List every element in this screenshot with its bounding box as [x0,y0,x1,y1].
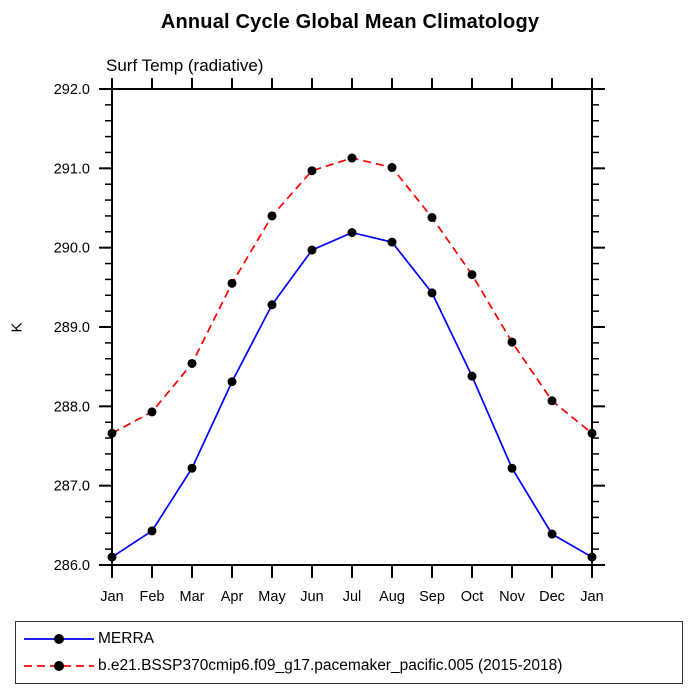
legend: MERRA b.e21.BSSP370cmip6.f09_g17.pacemak… [15,621,683,684]
series-model-marker [347,153,357,163]
series-model-marker [467,270,477,280]
y-axis-major-ticks [99,88,605,566]
series-model-marker [147,407,157,417]
legend-line-sample-solid [24,634,94,644]
legend-label-model: b.e21.BSSP370cmip6.f09_g17.pacemaker_pac… [98,657,563,674]
series-model-marker [307,166,317,176]
x-axis-tick-labels: Jan Feb Mar Apr May Jun Jul Aug Sep Oct Nov Dec Jan [100,589,603,605]
series-model-marker [427,213,437,223]
series-merra-marker [427,288,437,298]
series-merra-marker [307,245,317,255]
y-tick-label: 286.0 [54,558,90,574]
x-tick-label: Sep [419,589,445,605]
x-tick-label: Jan [580,589,603,605]
series-merra-line [111,231,593,558]
x-tick-label: Nov [499,589,526,605]
series-merra-marker [107,552,117,562]
x-tick-label: Mar [180,589,205,605]
x-axis-ticks [111,78,593,578]
series-merra-marker [147,526,157,536]
series-merra-marker [547,529,557,539]
legend-item-model: b.e21.BSSP370cmip6.f09_g17.pacemaker_pac… [16,653,682,680]
series-merra-marker [227,377,237,387]
x-tick-label: Jan [100,589,123,605]
series-model-marker [227,278,237,288]
x-tick-label: Aug [379,589,405,605]
series-model-marker [107,428,117,438]
x-tick-label: Jul [343,589,362,605]
series-merra-marker [187,463,197,473]
chart-title: Annual Cycle Global Mean Climatology [160,11,540,33]
legend-item-merra: MERRA [16,626,682,653]
series-model [107,153,597,438]
y-tick-label: 291.0 [54,161,90,177]
series-model-marker [507,337,517,347]
x-tick-label: Dec [539,589,565,605]
series-model-marker [587,428,597,438]
y-tick-label: 290.0 [54,241,90,257]
series-merra-marker [507,463,517,473]
x-tick-label: Apr [221,589,244,605]
x-tick-label: Oct [461,589,484,605]
series-model-marker [187,358,197,368]
x-tick-label: Feb [140,589,165,605]
legend-label-merra: MERRA [98,630,154,647]
series-model-marker [547,396,557,406]
y-tick-label: 288.0 [54,399,90,415]
series-merra-marker [587,552,597,562]
series-model-line [111,157,593,435]
series-merra-marker [467,371,477,381]
series-merra-marker [347,228,357,238]
chart-subtitle: Surf Temp (radiative) [106,56,264,75]
series-model-marker [267,211,277,221]
series-merra-marker [387,237,397,247]
series-model-marker [387,163,397,173]
series-merra-marker [267,300,277,310]
y-axis-minor-ticks [105,104,599,550]
x-tick-label: May [258,589,286,605]
y-tick-label: 292.0 [54,82,90,98]
legend-line-sample-dashed [24,661,94,671]
y-axis-tick-labels: 286.0 287.0 288.0 289.0 290.0 291.0 292.0 [54,82,90,574]
x-tick-label: Jun [300,589,323,605]
y-tick-label: 287.0 [54,479,90,495]
series-merra [107,228,597,562]
y-tick-label: 289.0 [54,320,90,336]
